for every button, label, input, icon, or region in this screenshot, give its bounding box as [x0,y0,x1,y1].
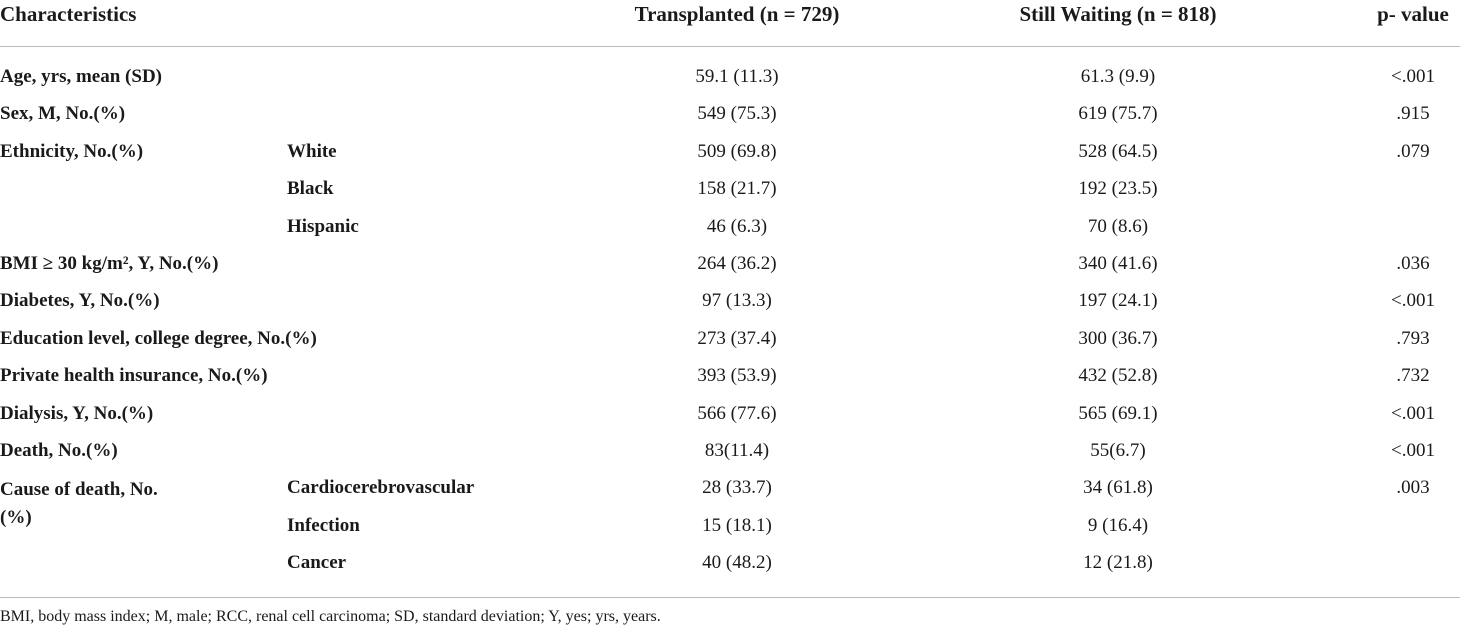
transplanted-cell: 509 (69.8) [697,140,777,162]
waiting-cell: 12 (21.8) [1083,552,1153,574]
waiting-cell: 70 (8.6) [1087,215,1149,237]
header-rule [0,46,1460,47]
transplanted-cell: 273 (37.4) [697,327,777,349]
waiting-cell: 340 (41.6) [1078,253,1158,274]
subgroup-label: White [287,140,337,162]
p-value-cell: <.001 [1391,290,1435,312]
waiting-cell: 619 (75.7) [1078,103,1158,125]
transplanted-cell: 59.1 (11.3) [695,66,779,87]
waiting-cell: 34 (61.8) [1083,477,1153,499]
row-label: Ethnicity, No.(%) [0,140,144,162]
p-value-cell: .079 [1396,140,1430,162]
p-value-cell: <.001 [1391,402,1435,424]
transplanted-cell: 158 (21.7) [697,178,777,200]
row-label: BMI ≥ 30 kg/m², Y, No.(%) [0,253,219,274]
row-label: Private health insurance, No.(%) [0,365,268,387]
subgroup-label: Hispanic [287,215,359,237]
waiting-cell: 192 (23.5) [1078,178,1158,200]
transplanted-cell: 393 (53.9) [697,365,777,387]
p-value-cell: .732 [1396,365,1430,387]
transplanted-cell: 264 (36.2) [697,253,777,274]
transplanted-cell: 549 (75.3) [697,103,777,125]
row-label: Education level, college degree, No.(%) [0,327,317,349]
waiting-cell: 61.3 (9.9) [1080,66,1156,87]
waiting-cell: 528 (64.5) [1078,140,1158,162]
row-label: Age, yrs, mean (SD) [0,66,163,87]
footnote: BMI, body mass index; M, male; RCC, rena… [0,608,661,625]
p-value-cell: <.001 [1391,440,1435,461]
transplanted-cell: 97 (13.3) [702,290,772,312]
p-value-cell: <.001 [1391,66,1435,87]
row-label: Sex, M, No.(%) [0,103,126,125]
column-header: Transplanted (n = 729) [634,2,840,26]
transplanted-cell: 40 (48.2) [702,552,772,574]
bottom-rule [0,597,1460,598]
transplanted-cell: 83(11.4) [704,440,770,461]
subgroup-label: Black [287,178,334,200]
column-header: Still Waiting (n = 818) [1019,2,1217,26]
transplanted-cell: 566 (77.6) [697,402,777,424]
waiting-cell: 300 (36.7) [1078,327,1158,349]
transplanted-cell: 15 (18.1) [702,514,772,536]
waiting-cell: 9 (16.4) [1087,514,1149,536]
row-label: Cause of death, No.(%) [0,479,158,529]
waiting-cell: 432 (52.8) [1078,365,1158,387]
subgroup-label: Infection [287,514,360,536]
p-value-cell: .915 [1396,103,1430,125]
row-label: Dialysis, Y, No.(%) [0,402,154,424]
p-value-cell: .036 [1396,253,1430,274]
column-header: Characteristics [0,2,137,26]
transplanted-cell: 28 (33.7) [702,477,772,499]
subgroup-label: Cardiocerebrovascular [287,477,475,499]
transplanted-cell: 46 (6.3) [706,215,768,237]
waiting-cell: 565 (69.1) [1078,402,1158,424]
p-value-cell: .793 [1396,327,1430,349]
row-label: Diabetes, Y, No.(%) [0,290,160,312]
waiting-cell: 197 (24.1) [1078,290,1158,312]
subgroup-label: Cancer [287,552,347,574]
p-value-cell: .003 [1396,477,1430,499]
waiting-cell: 55(6.7) [1090,440,1146,461]
column-header: p- value [1377,2,1449,26]
row-label: Death, No.(%) [0,440,118,461]
